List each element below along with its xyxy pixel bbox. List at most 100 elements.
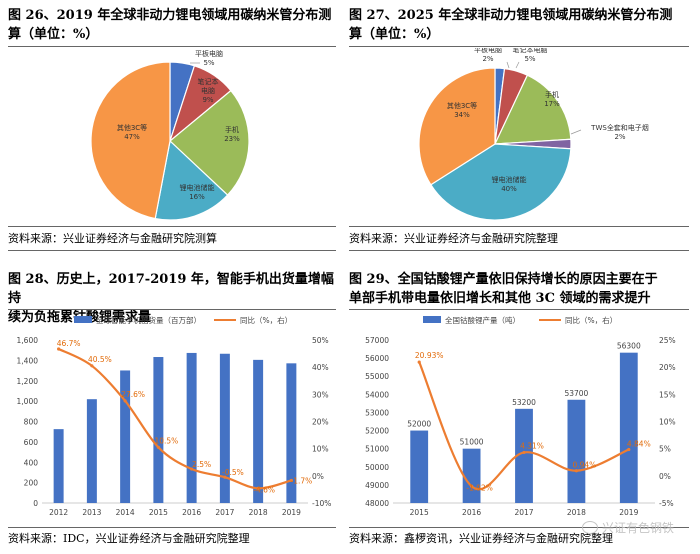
fig29-title-line1: 图 29、全国钴酸锂产量依旧保持增长的原因主要在于 <box>349 272 658 287</box>
fig27-pie-chart: 平板电脑2%笔记本电脑5%手机17%TWS全套和电子烟2%锂电池储能40%其他3… <box>418 48 649 221</box>
fig28-source: 资料来源：IDC，兴业证券经济与金融研究院整理 <box>8 532 250 545</box>
fig29-bar-1 <box>462 448 481 503</box>
fig28-bar-5 <box>219 353 230 503</box>
fig27-slice-5 <box>418 67 496 186</box>
watermark-text: 兴证有色钢铁 <box>602 521 675 535</box>
fig29-source: 资料来源：鑫椤资讯，兴业证券经济与金融研究院整理 <box>349 532 613 545</box>
fig26-label-4-0: 其他3C等 <box>117 123 147 132</box>
fig28-bar-7 <box>286 363 297 503</box>
fig29-bar-label-0: 52000 <box>407 420 431 429</box>
fig26-slice-3 <box>154 139 229 221</box>
fig28-ytick-right-5: 40% <box>312 363 329 372</box>
fig28-yoy-point-7 <box>289 478 293 483</box>
fig28-xtick-3: 2015 <box>149 508 168 517</box>
fig28-ytick-left-5: 1,000 <box>17 397 39 406</box>
fig28-ytick-right-1: 0% <box>312 472 324 481</box>
fig26-label-3-0: 锂电池储能 <box>180 183 215 192</box>
fig27-title-line1: 图 27、2025 年全球非动力锂电领域用碳纳米管分布测 <box>349 8 673 23</box>
fig29-ytick-right-4: 15% <box>659 390 676 399</box>
fig29-yoy-point-2 <box>522 450 526 455</box>
fig29-xtick-0: 2015 <box>410 508 429 517</box>
fig27-slice-2 <box>494 74 572 145</box>
fig29-watermark: 兴证有色钢铁 <box>582 519 694 541</box>
fig27-divider <box>349 46 689 47</box>
fig29-title: 图 29、全国钴酸锂产量依旧保持增长的原因主要在于 单部手机带电量依旧增长和其他… <box>349 270 697 308</box>
fig27-leader-0 <box>506 61 510 69</box>
fig29-yoy-point-4 <box>627 447 631 452</box>
fig26-source: 资料来源：兴业证券经济与金融研究院测算 <box>8 232 217 245</box>
fig28-xtick-6: 2018 <box>249 508 268 517</box>
fig29-divider <box>349 309 689 310</box>
fig28-xtick-4: 2016 <box>182 508 201 517</box>
fig27-divider-bottom <box>349 226 689 227</box>
fig28-yoy-line <box>58 347 292 490</box>
fig29-ytick-left-3: 51000 <box>365 445 389 454</box>
fig28-ytick-left-1: 200 <box>24 479 39 488</box>
fig27-title: 图 27、2025 年全球非动力锂电领域用碳纳米管分布测 算（单位：%） <box>349 6 694 44</box>
fig28-yoy-point-6 <box>256 486 260 490</box>
fig29-yoy-point-0 <box>417 360 421 364</box>
fig29-ytick-left-8: 56000 <box>365 354 389 363</box>
wechat-icon <box>582 521 598 534</box>
fig29-bar-2 <box>515 408 533 503</box>
fig28-title-line1: 图 28、历史上，2017-2019 年，智能手机出货量增幅持 <box>8 272 334 306</box>
fig29-combo-chart: 全国钴酸锂产量（吨） 同比（%，右） 48000 49000 50000 51000 520… <box>365 315 676 517</box>
fig28-ytick-right-4: 30% <box>312 390 329 399</box>
fig29-yoy-label-0: 20.93% <box>415 351 444 360</box>
fig29-ytick-left-1: 49000 <box>365 481 389 490</box>
fig28-yoy-point-1 <box>90 364 94 368</box>
fig29-legend-line-label: 同比（%，右） <box>565 315 617 325</box>
fig27-pct-0: 2% <box>482 55 493 63</box>
fig26-label-2-0: 手机 <box>225 125 239 134</box>
fig29-ytick-right-5: 20% <box>659 363 676 372</box>
fig29-bar-label-4: 56300 <box>617 342 641 351</box>
fig26-title-line2: 算（单位：%） <box>8 27 99 42</box>
fig27-label-2-0: 手机 <box>545 90 559 99</box>
fig29-ytick-right-6: 25% <box>659 336 676 345</box>
fig29-bar-label-2: 53200 <box>512 398 536 407</box>
fig28-yoy-label-4: 2.5% <box>192 460 211 469</box>
fig27-source: 资料来源：兴业证券经济与金融研究院整理 <box>349 232 558 245</box>
fig26-title-line1: 图 26、2019 年全球非动力锂电领域用碳纳米管分布测 <box>8 8 332 23</box>
fig28-combo-chart: 全球智能手机出货量（百万部） 同比（%，右） 0 200 400 600 800 1,000 1… <box>17 315 332 517</box>
fig28-yoy-label-6: -4.6% <box>253 485 275 494</box>
fig27-pct-1: 5% <box>524 55 535 63</box>
fig29-xtick-4: 2019 <box>619 508 638 517</box>
fig28-bar-1 <box>86 399 97 503</box>
fig26-label-1-1: 电脑 <box>201 86 215 95</box>
fig28-ytick-right-3: 20% <box>312 418 329 427</box>
fig28-ytick-left-2: 400 <box>24 458 39 467</box>
fig29-ytick-left-4: 52000 <box>365 427 389 436</box>
fig27-pct-2: 17% <box>544 100 560 108</box>
fig28-yoy-label-2: 27.6% <box>121 390 145 399</box>
fig29-yoy-point-3 <box>574 469 578 473</box>
fig28-ytick-left-8: 1,600 <box>17 336 39 345</box>
fig26-pct-4: 47% <box>124 133 140 141</box>
fig29-bar-3 <box>567 399 586 503</box>
fig27-leader-3 <box>570 129 582 135</box>
fig29-bar-label-3: 53700 <box>564 389 588 398</box>
fig27-label-4-0: 锂电池储能 <box>492 175 527 184</box>
fig29-yoy-label-1: -1.92% <box>466 483 493 492</box>
fig28-ytick-left-4: 800 <box>24 418 39 427</box>
fig26-slice-4 <box>90 61 171 220</box>
fig28-yoy-label-7: -1.7% <box>290 476 312 485</box>
fig28-ytick-left-7: 1,400 <box>17 356 39 365</box>
fig26-slice-2 <box>169 89 250 196</box>
fig26-title: 图 26、2019 年全球非动力锂电领域用碳纳米管分布测 算（单位：%） <box>8 6 338 44</box>
fig28-ytick-right-0: -10% <box>312 499 331 508</box>
fig26-pct-2: 23% <box>224 135 240 143</box>
fig27-title-line2: 算（单位：%） <box>349 27 440 42</box>
fig28-bar-4 <box>186 352 197 503</box>
fig28-xtick-7: 2019 <box>282 508 301 517</box>
fig29-ytick-left-9: 57000 <box>365 336 389 345</box>
fig28-bar-3 <box>153 357 164 503</box>
fig28-yoy-point-4 <box>190 467 194 471</box>
fig28-legend-line-label: 同比（%，右） <box>240 315 292 325</box>
fig27-label-1-0: 笔记本电脑 <box>513 48 548 54</box>
fig29-ytick-right-0: -5% <box>659 499 674 508</box>
fig27-label-3-0: TWS全套和电子烟 <box>590 123 649 132</box>
fig28-title: 图 28、历史上，2017-2019 年，智能手机出货量增幅持 续为负拖累钴酸锂… <box>8 270 343 327</box>
fig26-label-1-0: 笔记本 <box>198 77 219 86</box>
